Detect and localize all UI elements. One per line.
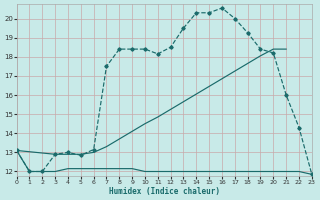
X-axis label: Humidex (Indice chaleur): Humidex (Indice chaleur) bbox=[109, 187, 220, 196]
